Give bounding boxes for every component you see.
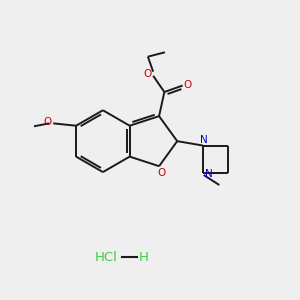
Text: H: H [139, 251, 149, 264]
Text: O: O [184, 80, 192, 90]
Text: O: O [143, 69, 152, 79]
Text: O: O [157, 168, 165, 178]
Text: N: N [200, 135, 208, 145]
Text: O: O [43, 117, 51, 127]
Text: N: N [205, 169, 212, 179]
Text: HCl: HCl [94, 251, 117, 264]
